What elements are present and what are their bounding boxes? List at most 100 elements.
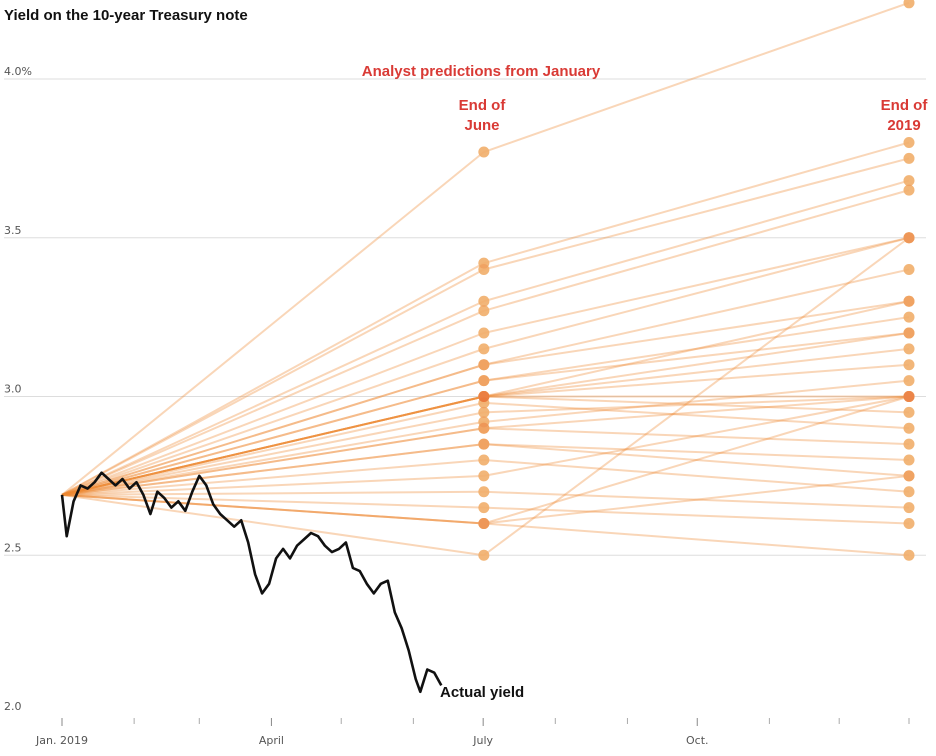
prediction-line-to-year-end [483,332,910,398]
year-end-prediction-dot-overlay [903,486,915,498]
june-prediction-dot-overlay [478,359,490,371]
prediction-line-to-year-end [483,459,910,493]
prediction-line-to-year-end [483,427,910,446]
prediction-line-to-year-end [483,443,910,477]
prediction-dots [478,0,915,561]
year-end-prediction-dot-overlay [903,391,915,402]
year-end-prediction-dot [903,438,915,450]
y-tick-label: 2.0 [4,700,22,713]
year-end-prediction-dot-overlay [903,391,915,402]
june-prediction-dot-overlay [478,518,490,529]
end-of-2019-label-line2: 2019 [887,117,920,134]
year-end-prediction-dot [903,311,915,323]
prediction-line-to-june [61,151,485,496]
year-end-prediction-dot-overlay [903,232,915,244]
prediction-line-to-year-end [483,157,910,271]
june-prediction-dot-overlay [478,422,490,434]
y-tick-label: 3.5 [4,224,22,237]
june-prediction-dot-overlay [478,470,490,482]
year-end-prediction-dot-overlay [903,518,915,529]
year-end-prediction-dot [903,422,915,434]
june-prediction-dot [478,454,490,466]
year-end-prediction-dot-overlay [903,391,915,402]
year-end-prediction-dot [903,152,915,164]
year-end-prediction-dot [903,175,915,187]
year-end-prediction-dot-overlay [903,359,915,371]
prediction-line-to-year-end [483,236,910,557]
prediction-line-to-year-end [483,189,910,312]
june-prediction-dot-overlay [478,391,490,402]
prediction-line-to-year-end [483,347,910,398]
prediction-line-to-june [61,493,484,525]
year-end-prediction-dot [903,391,915,402]
june-prediction-dot-overlay [478,375,490,387]
year-end-prediction-dot [903,264,915,275]
prediction-line-to-june [61,443,484,496]
x-tick-label: Jan. 2019 [35,734,88,747]
june-prediction-dot-overlay [478,391,490,402]
prediction-line-to-year-end [483,236,910,334]
year-end-prediction-dot-overlay [903,327,915,339]
prediction-line-to-june [61,474,484,496]
y-tick-label: 4.0% [4,65,32,78]
year-end-prediction-dot-overlay [903,184,915,196]
prediction-line-to-year-end [483,395,910,477]
prediction-line-to-june [61,363,485,496]
year-end-prediction-dot-overlay [903,152,915,164]
prediction-line-to-year-end [483,1,910,153]
prediction-line-to-year-end [483,363,910,398]
prediction-line-to-june [61,363,485,496]
year-end-prediction-dot-overlay [903,549,915,561]
prediction-line-to-june [61,493,484,557]
june-prediction-dot-overlay [478,391,490,402]
year-end-prediction-dot [903,406,915,418]
year-end-prediction-dot-overlay [903,137,915,148]
june-prediction-dot-overlay [478,416,490,428]
june-prediction-dot [478,264,490,275]
year-end-prediction-dot-overlay [903,454,915,466]
june-prediction-dot-overlay [478,486,490,498]
june-prediction-dot [478,518,490,529]
actual-yield-label: Actual yield [440,684,524,701]
june-prediction-dot-overlay [478,518,490,529]
prediction-line-to-year-end [483,316,910,382]
end-of-june-label-line2: June [464,117,499,134]
year-end-prediction-dot-overlay [903,391,915,402]
june-prediction-dot-overlay [478,327,490,339]
june-prediction-dot-overlay [478,257,490,269]
prediction-line-to-year-end [483,236,910,350]
prediction-line-to-year-end [483,395,910,414]
prediction-line-to-june [61,347,485,496]
year-end-prediction-dot [903,327,915,339]
end-of-june-label-line1: End of [459,97,507,114]
june-prediction-dot [478,305,490,317]
prediction-line-to-year-end [483,401,910,430]
end-of-2019-label-line1: End of [881,97,929,114]
june-prediction-dot [478,422,490,434]
prediction-line-to-june [61,395,485,496]
june-prediction-dot [478,359,490,371]
prediction-line-to-year-end [483,506,910,525]
prediction-line-to-june [61,379,485,496]
year-end-prediction-dot [903,470,915,482]
june-prediction-dot [478,397,490,409]
prediction-line-to-june [61,395,485,496]
year-end-prediction-dot-overlay [903,295,915,307]
year-end-prediction-dot [903,137,915,148]
prediction-line-to-june [61,401,485,496]
prediction-line-to-year-end [483,141,910,265]
prediction-line-to-june [61,395,485,496]
year-end-prediction-dot-overlay [903,232,915,244]
prediction-line-to-june [61,427,485,496]
prediction-line-to-year-end [483,268,910,366]
june-prediction-dot [478,549,490,561]
june-prediction-dot-overlay [478,264,490,275]
year-end-prediction-dot-overlay [903,391,915,402]
june-prediction-dot-overlay [478,502,490,514]
year-end-prediction-dot-overlay [903,311,915,323]
x-tick-label: April [259,734,284,747]
prediction-line-to-june [61,332,485,496]
june-prediction-dot [478,375,490,387]
year-end-prediction-dot [903,549,915,561]
